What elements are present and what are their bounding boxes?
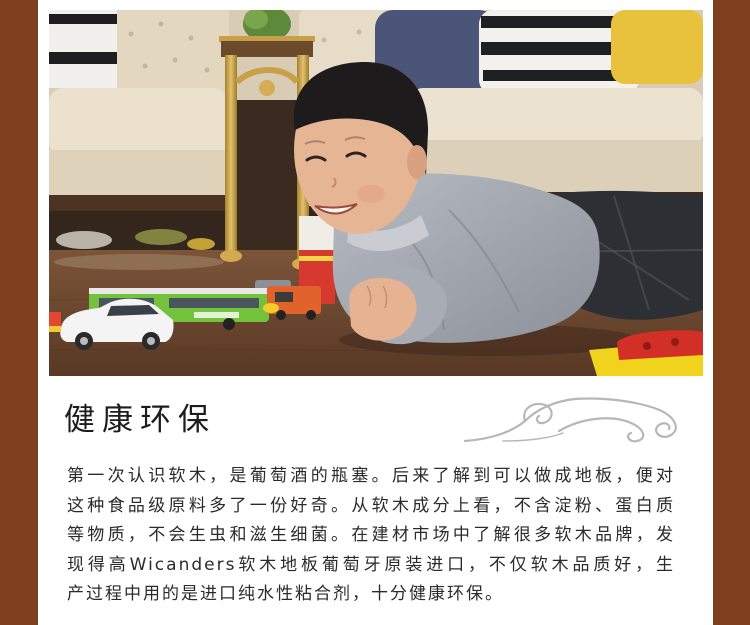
pillow-stripe	[481, 42, 637, 55]
photo-illustration	[49, 10, 703, 376]
paragraph-line: 第一次认识软木，是葡萄酒的瓶塞。后来了解到可以做成地板，便对	[67, 466, 675, 486]
bus-wheel	[223, 318, 235, 330]
sofa-tuft	[204, 67, 210, 73]
hero-photo	[49, 10, 703, 376]
plant-leaf	[244, 10, 268, 29]
car-hubcap	[80, 337, 88, 345]
child-hair	[293, 62, 429, 175]
swirl-ornament-icon	[463, 391, 685, 445]
child-hand	[349, 277, 417, 341]
ornament-stroke	[502, 432, 564, 442]
child-eye	[305, 155, 327, 162]
table-foot	[220, 250, 242, 262]
section-paragraph: 第一次认识软木，是葡萄酒的瓶塞。后来了解到可以做成地板，便对 这种食品级原料多了…	[67, 462, 675, 610]
toy-knob	[671, 338, 679, 346]
white-toy-car	[60, 298, 174, 350]
child-eye	[345, 151, 367, 158]
child-smile	[314, 203, 358, 215]
child-finger	[382, 285, 388, 309]
floor-reflection	[54, 254, 224, 270]
bus-window	[169, 298, 259, 308]
edge-toy	[49, 312, 61, 332]
child	[293, 62, 703, 345]
sofa-tuft	[188, 35, 194, 41]
swirl-ornament-svg	[463, 397, 677, 443]
shirt-fold	[448, 209, 520, 313]
table-leg	[225, 55, 237, 255]
sofa-tuft	[142, 63, 148, 69]
box-stripe	[299, 256, 335, 261]
toy-top	[617, 330, 703, 360]
ornament-stroke	[557, 417, 645, 443]
section-heading: 健康环保	[64, 402, 216, 438]
pillow-stripe	[49, 14, 117, 24]
ornament-stroke	[523, 402, 553, 425]
paragraph-line: 产过程中用的是进口纯水性粘合剂，十分健康环保。	[67, 584, 504, 605]
pillow-stripe	[481, 16, 637, 28]
sofa-tuft	[172, 57, 178, 63]
sofa-tuft	[158, 21, 164, 27]
truck-wheel	[306, 310, 316, 320]
bus-roof	[89, 288, 269, 294]
sofa-tuft	[128, 31, 134, 37]
child-nose	[331, 177, 337, 188]
table-scroll	[234, 67, 300, 85]
content-panel: 健康环保 第一次认识软木，是葡萄酒的瓶塞。后来了解到可以做成地板，便对 这种食品…	[38, 0, 713, 625]
yellow-toy-piece	[263, 303, 279, 313]
sofa-tuft	[321, 37, 327, 43]
blurry-toy	[56, 231, 112, 249]
sofa-seat	[409, 88, 703, 146]
child-eyebrow	[344, 136, 366, 141]
right-sofa	[375, 10, 703, 206]
shirt-collar	[347, 215, 429, 252]
blurry-toy	[187, 238, 215, 250]
pillow-stripe	[483, 70, 635, 81]
red-yellow-toy	[589, 330, 703, 376]
sofa-tuft	[356, 29, 362, 35]
car-window	[107, 305, 159, 316]
left-sofa	[49, 10, 231, 211]
table-ornament	[259, 80, 275, 96]
paragraph-line: 这种食品级原料多了一份好奇。从软木成分上看，不含淀粉、蛋白质	[67, 495, 675, 516]
paragraph-line: 等物质，不会生虫和滋生细菌。在建材市场中了解很多软木品牌，发	[67, 525, 675, 546]
sofa-base	[49, 195, 231, 211]
table-top	[221, 41, 313, 57]
child-cheek	[357, 185, 385, 203]
paragraph-line: 现得高Wicanders软木地板葡萄牙原装进口，不仅软木品质好，生	[67, 554, 675, 575]
toy-knob	[643, 342, 651, 350]
table-shadow	[237, 100, 297, 250]
pillow-stripe	[49, 52, 117, 64]
bus-logo	[194, 312, 239, 318]
truck-wheel	[276, 310, 286, 320]
sofa-front	[49, 150, 229, 198]
pants-plaid	[613, 195, 650, 311]
car-hubcap	[147, 337, 155, 345]
gold-side-table	[219, 10, 315, 270]
truck-window	[275, 292, 293, 302]
child-eyebrow	[304, 140, 326, 145]
blurry-toy	[135, 229, 187, 245]
child-finger	[366, 285, 372, 307]
yellow-pillow	[611, 10, 703, 84]
child-ear	[407, 145, 427, 179]
sofa-seat	[49, 88, 227, 156]
edge-toy-yellow	[49, 326, 61, 332]
table-top-rim	[219, 36, 315, 42]
orange-toy-truck	[267, 286, 321, 320]
